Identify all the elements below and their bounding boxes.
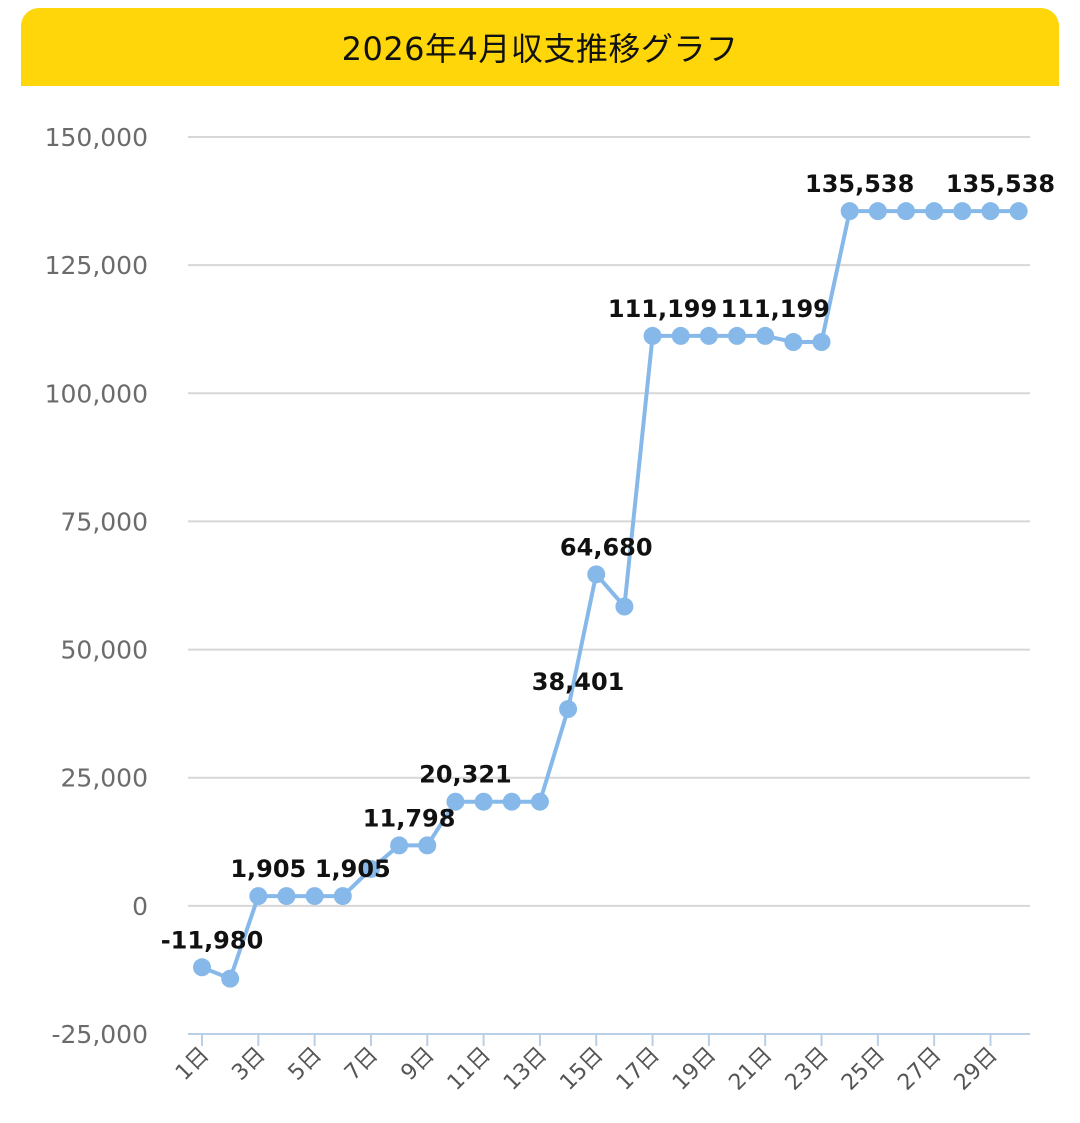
y-tick-label: 50,000 — [61, 636, 148, 665]
data-point — [193, 958, 211, 977]
data-point — [361, 859, 380, 878]
x-tick-label: 5日 — [284, 1043, 327, 1086]
x-tick-label: 3日 — [227, 1043, 270, 1086]
chart-title: 2026年4月収支推移グラフ — [341, 30, 739, 68]
data-label: 11,798 — [363, 804, 456, 832]
x-tick-label: 7日 — [340, 1043, 383, 1086]
data-point — [981, 202, 1000, 221]
data-point — [897, 202, 915, 221]
data-point — [474, 792, 493, 811]
data-point — [671, 326, 690, 345]
data-point — [643, 326, 662, 345]
data-point — [699, 326, 718, 345]
data-point — [925, 202, 944, 221]
x-tick-label: 19日 — [668, 1043, 721, 1096]
x-tick-label: 23日 — [781, 1043, 834, 1096]
data-point — [530, 792, 549, 811]
y-tick-label: 75,000 — [61, 507, 148, 536]
data-point — [812, 333, 831, 352]
data-point — [784, 333, 803, 352]
data-label: 135,538 — [805, 170, 914, 198]
x-tick-label: 29日 — [950, 1043, 1003, 1096]
x-tick-label: 27日 — [893, 1043, 946, 1096]
x-tick-label: 25日 — [837, 1043, 890, 1096]
data-point — [277, 887, 296, 906]
data-point — [728, 326, 747, 345]
data-point — [953, 202, 972, 221]
x-tick-label: 11日 — [443, 1043, 496, 1096]
data-point — [840, 202, 859, 221]
x-tick-label: 17日 — [612, 1043, 665, 1096]
data-point — [249, 887, 268, 906]
data-point — [418, 836, 437, 855]
y-tick-label: 125,000 — [45, 251, 148, 280]
data-point — [390, 836, 409, 855]
y-tick-label: 0 — [132, 892, 148, 921]
x-tick-label: 15日 — [555, 1043, 608, 1096]
data-point — [1009, 202, 1028, 221]
data-label: 20,321 — [419, 761, 512, 789]
data-point — [333, 887, 352, 906]
data-point — [587, 565, 606, 584]
y-tick-label: -25,000 — [52, 1020, 149, 1049]
chart-title-bar: 2026年4月収支推移グラフ — [21, 8, 1059, 86]
data-label: 111,199 — [608, 295, 717, 323]
data-label: 64,680 — [560, 533, 653, 561]
x-tick-label: 13日 — [499, 1043, 552, 1096]
data-label: -11,980 — [161, 926, 264, 954]
data-label: 38,401 — [532, 668, 625, 696]
data-point — [868, 202, 887, 221]
data-point — [446, 792, 465, 811]
data-point — [305, 887, 324, 906]
y-tick-label: 150,000 — [45, 123, 148, 152]
data-point — [615, 597, 634, 616]
x-tick-label: 21日 — [724, 1043, 777, 1096]
data-point — [756, 326, 775, 345]
data-point — [559, 700, 578, 719]
data-point — [221, 969, 240, 988]
y-tick-label: 100,000 — [45, 379, 148, 408]
data-label: 135,538 — [946, 170, 1055, 198]
data-label: 1,905 — [315, 855, 391, 883]
x-tick-label: 9日 — [396, 1043, 439, 1086]
data-label: 1,905 — [230, 855, 306, 883]
y-tick-label: 25,000 — [61, 764, 148, 793]
x-tick-label: 1日 — [171, 1043, 214, 1086]
data-point — [502, 792, 521, 811]
data-label: 111,199 — [721, 295, 830, 323]
